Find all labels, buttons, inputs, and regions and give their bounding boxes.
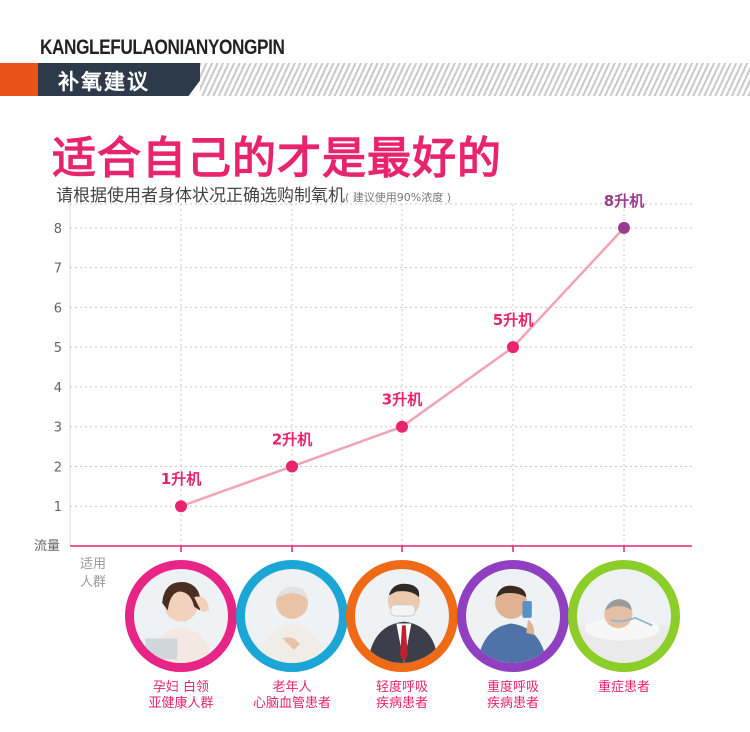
y-axis-label: 流量 [34,539,60,554]
section-title-block [38,63,213,96]
y-tick-label: 4 [54,381,62,396]
data-point [507,341,519,354]
headline: 适合自己的才是最好的 [52,133,502,184]
data-label: 5升机 [493,311,533,329]
data-label: 3升机 [382,391,422,409]
subheadline: 请根据使用者身体状况正确选购制氧机( 建议使用90%浓度 ) [56,181,451,206]
concentration-note: ( 建议使用90%浓度 ) [345,191,452,204]
y-tick-label: 1 [54,500,62,515]
subheadline-text: 请根据使用者身体状况正确选购制氧机 [56,186,345,206]
brand-name: KANGLEFULAONIANYONGPIN [40,36,285,59]
data-label: 8升机 [604,192,644,210]
y-tick-label: 3 [54,421,62,436]
y-tick-label: 2 [54,460,62,475]
x-axis-label-line2: 人群 [80,575,106,590]
section-header-bar: 补氧建议 [0,63,750,96]
y-tick-label: 7 [54,262,62,277]
data-point [396,420,408,433]
data-label: 1升机 [161,470,201,488]
x-axis-label-line1: 适用 [80,557,106,572]
y-tick-label: 5 [54,341,62,356]
data-point [618,221,630,234]
orange-accent-block [0,63,38,96]
y-tick-label: 6 [54,301,62,316]
data-label: 2升机 [272,430,312,448]
striped-divider [200,63,750,96]
data-point [286,460,298,473]
section-title: 补氧建议 [58,69,150,94]
y-tick-label: 8 [54,222,62,237]
data-point [175,500,187,513]
